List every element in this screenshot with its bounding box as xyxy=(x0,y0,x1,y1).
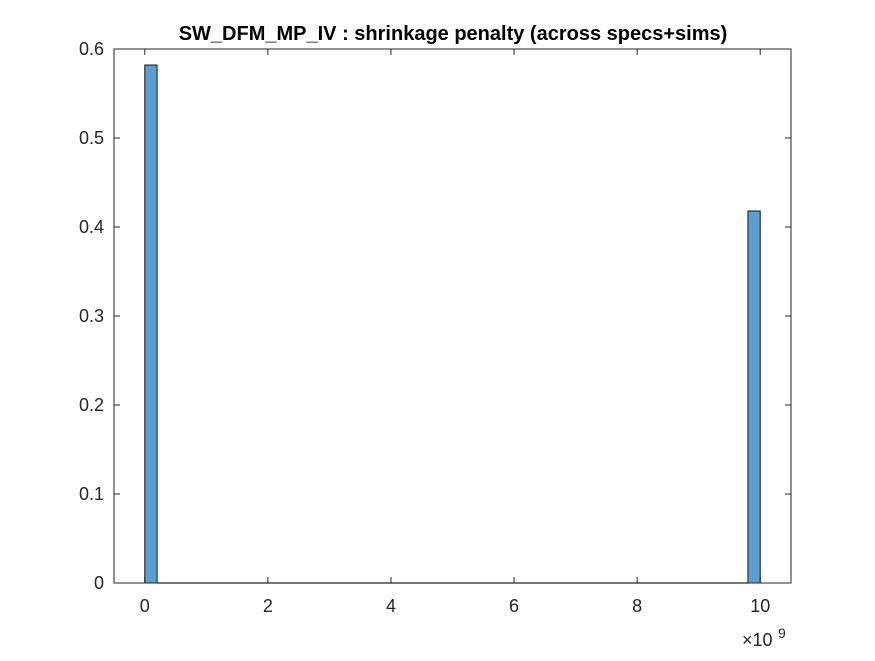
histogram-bar-1 xyxy=(747,210,761,584)
x-tick-label: 10 xyxy=(750,596,770,616)
chart-title: SW_DFM_MP_IV : shrinkage penalty (across… xyxy=(179,23,728,45)
x-exponent-power: 9 xyxy=(778,625,786,641)
y-tick-label: 0.1 xyxy=(79,484,104,504)
x-tick-label: 2 xyxy=(263,596,273,616)
x-tick-label: 8 xyxy=(632,596,642,616)
x-exponent-label: ×10 9 xyxy=(742,625,786,650)
plot-area: 0 2 4 6 8 10 0 0.1 0.2 0.3 0.4 0.5 0.6 xyxy=(79,39,792,616)
x-tick-label: 0 xyxy=(140,596,150,616)
y-tick-label: 0.3 xyxy=(79,306,104,326)
y-tick-label: 0.6 xyxy=(79,39,104,59)
y-tick-label: 0 xyxy=(94,573,104,593)
x-tick-label: 6 xyxy=(509,596,519,616)
y-tick-label: 0.2 xyxy=(79,395,104,415)
x-tick-label: 4 xyxy=(386,596,396,616)
histogram-bar-0 xyxy=(144,64,158,584)
y-tick-label: 0.5 xyxy=(79,128,104,148)
y-tick-label: 0.4 xyxy=(79,217,104,237)
axes-box xyxy=(113,48,792,584)
x-exponent-base: ×10 xyxy=(742,630,773,650)
